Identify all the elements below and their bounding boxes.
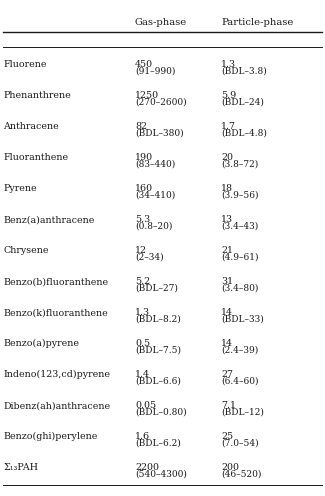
Text: 20: 20: [221, 153, 233, 162]
Text: 31: 31: [221, 277, 233, 286]
Text: (BDL–27): (BDL–27): [135, 284, 178, 293]
Text: (0.8–20): (0.8–20): [135, 222, 172, 231]
Text: Pyrene: Pyrene: [3, 184, 37, 193]
Text: (BDL–7.5): (BDL–7.5): [135, 346, 181, 355]
Text: (BDL–8.2): (BDL–8.2): [135, 315, 181, 324]
Text: Benzo(a)pyrene: Benzo(a)pyrene: [3, 339, 79, 348]
Text: (83–440): (83–440): [135, 160, 175, 169]
Text: Σ₁₃PAH: Σ₁₃PAH: [3, 463, 38, 472]
Text: 1.6: 1.6: [135, 432, 150, 441]
Text: Chrysene: Chrysene: [3, 246, 49, 255]
Text: (BDL–4.8): (BDL–4.8): [221, 129, 267, 138]
Text: (7.0–54): (7.0–54): [221, 439, 259, 448]
Text: (BDL–12): (BDL–12): [221, 408, 264, 417]
Text: (4.9–61): (4.9–61): [221, 253, 258, 262]
Text: (BDL–6.2): (BDL–6.2): [135, 439, 181, 448]
Text: 13: 13: [221, 215, 233, 224]
Text: 7.1: 7.1: [221, 401, 236, 410]
Text: 450: 450: [135, 60, 153, 69]
Text: Phenanthrene: Phenanthrene: [3, 91, 71, 100]
Text: 14: 14: [221, 339, 233, 348]
Text: Particle-phase: Particle-phase: [221, 18, 293, 27]
Text: (3.4–80): (3.4–80): [221, 284, 258, 293]
Text: (BDL–33): (BDL–33): [221, 315, 264, 324]
Text: 1.3: 1.3: [221, 60, 236, 69]
Text: (270–2600): (270–2600): [135, 98, 187, 107]
Text: Benzo(k)fluoranthene: Benzo(k)fluoranthene: [3, 308, 108, 317]
Text: 1250: 1250: [135, 91, 159, 100]
Text: 0.05: 0.05: [135, 401, 156, 410]
Text: Anthracene: Anthracene: [3, 122, 59, 131]
Text: 0.5: 0.5: [135, 339, 150, 348]
Text: 5.9: 5.9: [221, 91, 236, 100]
Text: 5.2: 5.2: [135, 277, 150, 286]
Text: Fluorene: Fluorene: [3, 60, 47, 69]
Text: 27: 27: [221, 370, 233, 379]
Text: 190: 190: [135, 153, 153, 162]
Text: Indeno(123,cd)pyrene: Indeno(123,cd)pyrene: [3, 370, 110, 379]
Text: 1.3: 1.3: [135, 308, 150, 317]
Text: Dibenz(ah)anthracene: Dibenz(ah)anthracene: [3, 401, 110, 410]
Text: Benz(a)anthracene: Benz(a)anthracene: [3, 215, 95, 224]
Text: Fluoranthene: Fluoranthene: [3, 153, 68, 162]
Text: (540–4300): (540–4300): [135, 470, 187, 479]
Text: 12: 12: [135, 246, 147, 255]
Text: 1.7: 1.7: [221, 122, 236, 131]
Text: 160: 160: [135, 184, 153, 193]
Text: 82: 82: [135, 122, 147, 131]
Text: (2–34): (2–34): [135, 253, 163, 262]
Text: (BDL–0.80): (BDL–0.80): [135, 408, 187, 417]
Text: 25: 25: [221, 432, 233, 441]
Text: (3.4–43): (3.4–43): [221, 222, 258, 231]
Text: 200: 200: [221, 463, 239, 472]
Text: (3.8–72): (3.8–72): [221, 160, 258, 169]
Text: 2200: 2200: [135, 463, 159, 472]
Text: (91–990): (91–990): [135, 67, 175, 76]
Text: (34–410): (34–410): [135, 191, 175, 200]
Text: (2.4–39): (2.4–39): [221, 346, 258, 355]
Text: 21: 21: [221, 246, 233, 255]
Text: (3.9–56): (3.9–56): [221, 191, 258, 200]
Text: (BDL–24): (BDL–24): [221, 98, 264, 107]
Text: 18: 18: [221, 184, 233, 193]
Text: (BDL–380): (BDL–380): [135, 129, 184, 138]
Text: 5.3: 5.3: [135, 215, 150, 224]
Text: (6.4–60): (6.4–60): [221, 377, 258, 386]
Text: Benzo(b)fluoranthene: Benzo(b)fluoranthene: [3, 277, 108, 286]
Text: (BDL–3.8): (BDL–3.8): [221, 67, 267, 76]
Text: 1.4: 1.4: [135, 370, 150, 379]
Text: 14: 14: [221, 308, 233, 317]
Text: (46–520): (46–520): [221, 470, 261, 479]
Text: Gas-phase: Gas-phase: [135, 18, 187, 27]
Text: (BDL–6.6): (BDL–6.6): [135, 377, 181, 386]
Text: Benzo(ghi)perylene: Benzo(ghi)perylene: [3, 432, 98, 441]
